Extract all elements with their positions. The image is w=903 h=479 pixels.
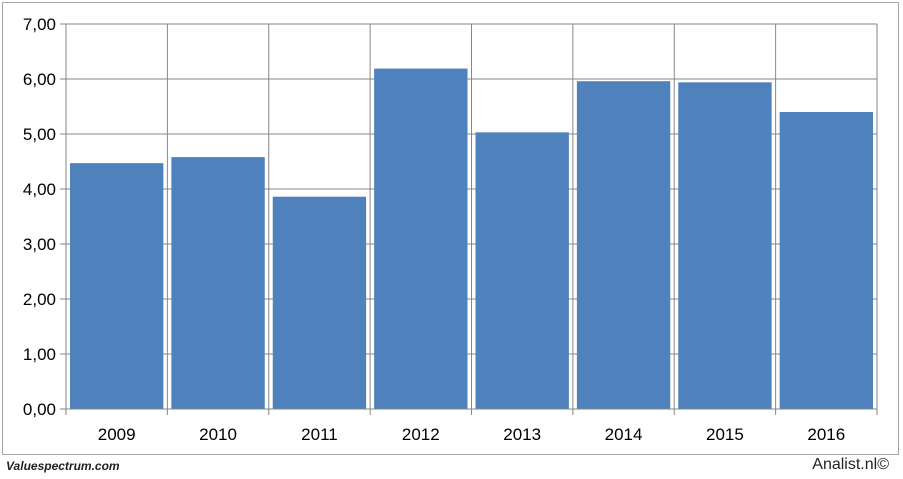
x-tick-label: 2009	[98, 425, 136, 444]
bar	[475, 132, 569, 409]
source-label-right: Analist.nl©	[812, 456, 889, 473]
bar	[779, 112, 873, 409]
x-tick-label: 2015	[706, 425, 744, 444]
bar	[374, 68, 468, 410]
y-tick-label: 4,00	[23, 180, 56, 199]
y-tick-label: 1,00	[23, 345, 56, 364]
x-tick-label: 2013	[503, 425, 541, 444]
y-tick-label: 6,00	[23, 70, 56, 89]
source-label-left: Valuespectrum.com	[6, 459, 120, 473]
x-tick-label: 2010	[199, 425, 237, 444]
bar	[272, 196, 367, 409]
x-tick-label: 2016	[807, 425, 845, 444]
bar	[678, 82, 772, 410]
x-tick-label: 2011	[301, 425, 338, 444]
bar	[171, 157, 265, 409]
x-tick-label: 2012	[402, 425, 440, 444]
x-tick-label: 2014	[605, 425, 643, 444]
bar	[70, 163, 164, 409]
y-tick-label: 0,00	[23, 400, 56, 419]
bar	[576, 81, 671, 409]
y-tick-label: 7,00	[23, 15, 56, 34]
y-tick-label: 5,00	[23, 125, 56, 144]
y-tick-label: 2,00	[23, 290, 56, 309]
y-tick-label: 3,00	[23, 235, 56, 254]
